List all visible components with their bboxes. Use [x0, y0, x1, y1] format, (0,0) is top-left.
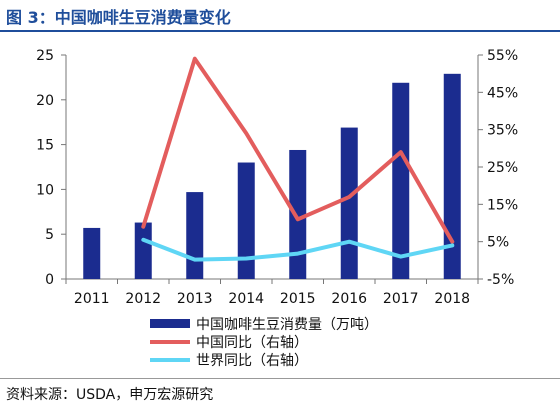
bar-consumption [340, 127, 358, 280]
chart-title: 图 3：中国咖啡生豆消费量变化 [6, 8, 231, 27]
x-tick-label: 2015 [280, 291, 316, 307]
right-tick-label: 15% [487, 197, 518, 213]
x-tick-label: 2017 [383, 291, 419, 307]
bar-consumption [237, 162, 255, 279]
bar-consumption [443, 73, 461, 279]
left-tick-label: 0 [45, 272, 54, 288]
x-tick-label: 2018 [434, 291, 470, 307]
legend-swatch-consumption [150, 319, 190, 328]
chart-area: 0 5 10 15 20 25 -5% 5% 15% 25% 35% 45% 55% 2011 2012 20… [36, 48, 518, 369]
right-tick-label: 45% [487, 85, 518, 101]
source-note: 资料来源：USDA，申万宏源研究 [6, 387, 214, 403]
title-divider [0, 30, 560, 32]
x-tick-label: 2012 [125, 291, 161, 307]
x-tick-label: 2014 [228, 291, 264, 307]
left-tick-label: 10 [36, 182, 54, 198]
bar-consumption [186, 192, 204, 279]
right-tick-label: 55% [487, 48, 518, 64]
left-tick-label: 15 [36, 138, 54, 154]
x-tick-label: 2013 [177, 291, 213, 307]
x-tick-label: 2011 [74, 291, 110, 307]
legend-label-world: 世界同比（右轴） [196, 353, 308, 369]
right-tick-label: 35% [487, 123, 518, 139]
bar-consumption [392, 82, 410, 279]
line-china-yoy [141, 56, 455, 244]
bar-consumption [134, 222, 152, 279]
left-tick-label: 25 [36, 48, 54, 64]
legend-label-consumption: 中国咖啡生豆消费量（万吨） [196, 317, 378, 333]
x-tick-label: 2016 [331, 291, 367, 307]
right-tick-label: 25% [487, 160, 518, 176]
right-tick-label: 5% [487, 235, 509, 251]
left-tick-label: 20 [36, 93, 54, 109]
left-tick-label: 5 [45, 227, 54, 243]
line-world-yoy [141, 237, 455, 262]
bar-consumption [289, 149, 307, 279]
source-divider [0, 378, 560, 379]
bar-consumption [83, 227, 101, 279]
legend-label-china: 中国同比（右轴） [196, 335, 308, 351]
right-tick-label: -5% [487, 272, 514, 288]
